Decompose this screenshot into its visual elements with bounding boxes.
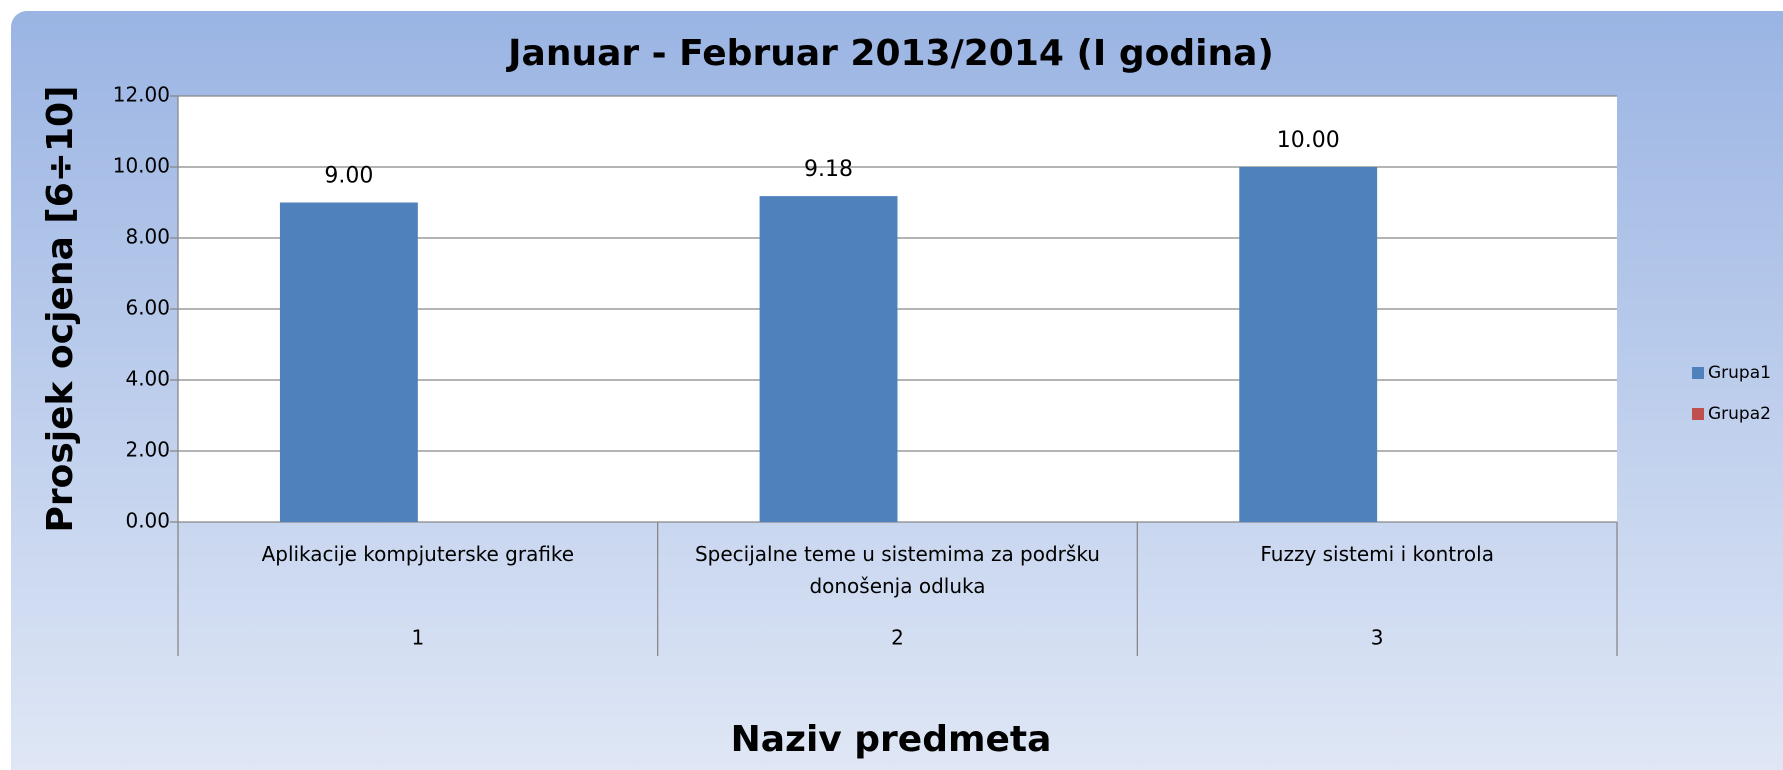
legend-label: Grupa2 bbox=[1708, 404, 1771, 424]
x-tick-number: 2 bbox=[891, 626, 904, 650]
legend-label: Grupa1 bbox=[1708, 363, 1771, 383]
bar bbox=[1239, 167, 1378, 522]
data-label: 9.18 bbox=[804, 157, 853, 182]
y-tick-label: 4.00 bbox=[125, 367, 170, 391]
y-tick-label: 0.00 bbox=[125, 509, 170, 533]
y-tick-label: 10.00 bbox=[113, 154, 170, 178]
category-label-box: Fuzzy sistemi i kontrola bbox=[1260, 542, 1494, 566]
x-axis-title: Naziv predmeta bbox=[731, 719, 1052, 760]
y-tick-label: 2.00 bbox=[125, 438, 170, 462]
legend-swatch bbox=[1692, 408, 1704, 420]
x-tick-label: Specijalne teme u sistemima za podršku d… bbox=[694, 542, 1100, 598]
chart-title: Januar - Februar 2013/2014 (I godina) bbox=[505, 33, 1274, 74]
bar bbox=[759, 196, 898, 523]
x-tick-number: 3 bbox=[1371, 626, 1384, 650]
data-label: 9.00 bbox=[324, 164, 373, 189]
category-label-box: Specijalne teme u sistemima za podršku d… bbox=[694, 542, 1100, 598]
data-label: 10.00 bbox=[1277, 128, 1340, 153]
x-tick-label: Fuzzy sistemi i kontrola bbox=[1260, 542, 1494, 566]
legend-swatch bbox=[1692, 367, 1704, 379]
bar bbox=[279, 202, 418, 522]
y-tick-label: 8.00 bbox=[125, 225, 170, 249]
x-tick-label: Aplikacije kompjuterske grafike bbox=[261, 542, 575, 566]
y-tick-label: 12.00 bbox=[113, 83, 170, 107]
category-label-box: Aplikacije kompjuterske grafike bbox=[261, 542, 575, 566]
y-tick-label: 6.00 bbox=[125, 296, 170, 320]
x-tick-number: 1 bbox=[411, 626, 424, 650]
y-axis-title: Prosjek ocjena [6÷10] bbox=[40, 85, 81, 532]
